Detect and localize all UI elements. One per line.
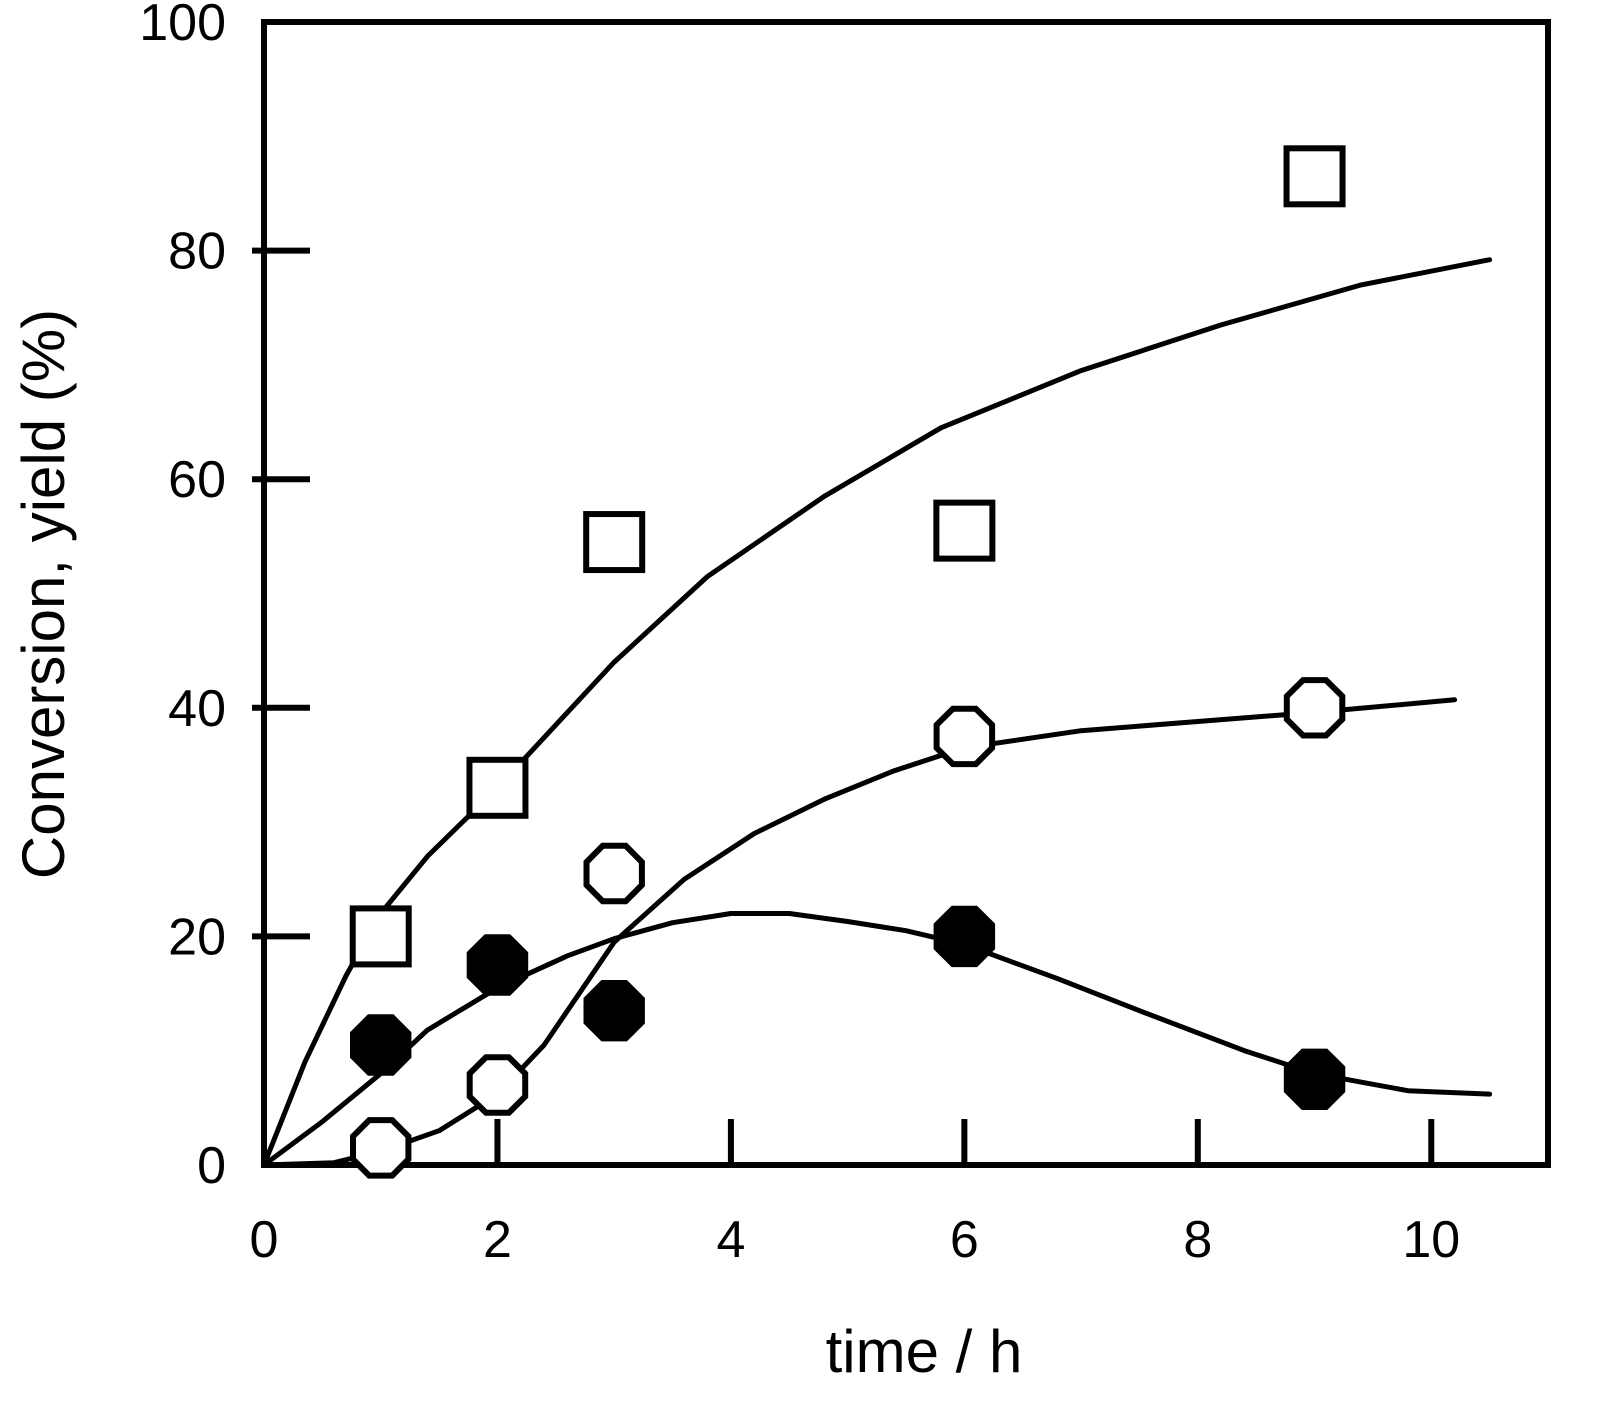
x-tick-label: 2 <box>483 1211 512 1269</box>
plot-frame <box>261 19 1551 1168</box>
filled-circles-fit-line <box>261 911 1493 1168</box>
open-squares-marker <box>933 499 996 562</box>
y-tick-label: 100 <box>139 0 226 52</box>
open-squares-marker <box>466 756 529 819</box>
filled-circles-marker <box>933 905 996 968</box>
open-circles-marker <box>466 1054 529 1116</box>
filled-circles-marker <box>466 934 529 996</box>
open-circles-marker <box>350 1117 412 1179</box>
y-tick-label: 60 <box>168 451 226 509</box>
y-tick-label: 40 <box>168 680 226 738</box>
open-squares-marker <box>583 511 646 574</box>
x-tick-label: 10 <box>1402 1211 1460 1269</box>
axis-ticks <box>252 247 1435 1165</box>
y-axis-title: Conversion, yield (%) <box>10 309 77 879</box>
y-tick-label: 80 <box>168 223 226 281</box>
x-axis-title: time / h <box>826 1318 1023 1385</box>
filled-circles-marker <box>350 1014 412 1076</box>
filled-circles-marker <box>583 980 645 1042</box>
open-circles-marker <box>583 842 645 905</box>
open-circles-marker <box>1283 677 1346 739</box>
y-tick-label: 20 <box>168 908 226 966</box>
filled-circles-marker <box>1283 1048 1346 1110</box>
x-tick-label: 0 <box>250 1211 279 1269</box>
open-circles-fit-line <box>261 697 1458 1168</box>
open-squares-marker <box>1283 145 1346 208</box>
y-tick-label: 0 <box>197 1137 226 1195</box>
open-squares-marker <box>349 905 412 968</box>
open-circles-marker <box>933 705 996 768</box>
data-markers <box>349 145 1346 1179</box>
x-tick-label: 4 <box>716 1211 745 1269</box>
x-tick-label: 8 <box>1183 1211 1212 1269</box>
x-tick-label: 6 <box>950 1211 979 1269</box>
